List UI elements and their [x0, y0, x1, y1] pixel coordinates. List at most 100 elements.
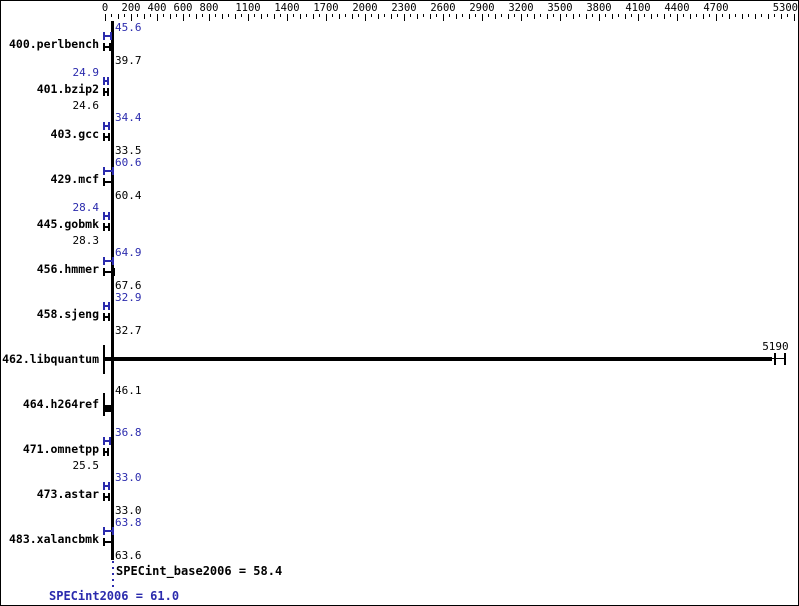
x-axis-tick: [241, 14, 242, 17]
x-axis-tick: [273, 14, 275, 19]
peak-bar-end-cap: [108, 302, 111, 310]
x-axis-tick: [306, 14, 307, 17]
base-bar-end-cap: [107, 223, 110, 231]
x-axis-tick: [156, 14, 158, 21]
x-axis-tick-label: 2900: [469, 2, 495, 14]
x-axis-tick: [390, 14, 392, 19]
peak-value-label: 60.6: [115, 156, 142, 169]
x-axis-tick: [260, 14, 262, 19]
x-axis-tick: [351, 14, 353, 19]
x-axis-tick: [546, 14, 548, 19]
x-axis-tick: [319, 14, 320, 17]
x-axis-tick: [793, 14, 795, 21]
x-axis-tick: [215, 14, 216, 17]
peak-bar-line: [104, 170, 113, 172]
x-axis-tick: [410, 14, 411, 17]
x-axis-tick: [442, 14, 444, 21]
base-metric-reference-line: [111, 21, 114, 560]
base-bar-start-cap: [103, 223, 105, 231]
base-bar-line: [104, 496, 110, 498]
peak-metric-reference-line: [112, 561, 114, 587]
x-axis-tick: [767, 14, 769, 19]
x-axis-tick: [566, 14, 567, 17]
x-axis-tick: [202, 14, 203, 17]
base-bar-line: [104, 46, 111, 48]
x-axis-tick-label: 3500: [547, 2, 573, 14]
x-axis-tick: [780, 14, 782, 19]
x-axis-tick: [169, 14, 171, 19]
x-axis-tick: [325, 14, 327, 21]
benchmark-label: 458.sjeng: [36, 307, 99, 321]
x-axis-tick-label: 600: [173, 2, 193, 14]
x-axis-tick: [663, 14, 665, 19]
benchmark-label: 464.h264ref: [22, 397, 99, 411]
x-axis-tick-label: 2600: [430, 2, 456, 14]
base-bar-line: [104, 316, 110, 318]
x-axis-tick: [189, 14, 190, 17]
x-axis-tick: [579, 14, 580, 17]
x-axis-tick: [124, 14, 125, 17]
peak-bar-end-cap: [109, 32, 112, 40]
base-bar-start-cap: [103, 538, 105, 546]
x-axis-tick: [429, 14, 431, 19]
x-axis-tick: [221, 14, 223, 19]
x-axis-tick: [540, 14, 541, 17]
x-axis-tick-label: 2000: [352, 2, 378, 14]
peak-bar-line: [104, 305, 110, 307]
x-axis-tick-label: 1700: [313, 2, 339, 14]
base-bar-range-line: [771, 358, 786, 359]
base-bar-start-cap: [103, 493, 105, 501]
x-axis-tick: [592, 14, 593, 17]
x-axis-tick: [312, 14, 314, 19]
x-axis-tick: [683, 14, 684, 17]
peak-value-label: 34.4: [115, 111, 142, 124]
x-axis-tick: [332, 14, 333, 17]
benchmark-label: 456.hmmer: [36, 262, 99, 276]
x-axis-tick: [176, 14, 177, 17]
base-value-label: 33.0: [115, 504, 142, 517]
base-bar-line: [104, 451, 109, 453]
x-axis-tick: [338, 14, 340, 19]
x-axis-tick-label: 0: [101, 2, 109, 14]
peak-value-label: 33.0: [115, 471, 142, 484]
peak-bar-start-cap: [103, 482, 105, 490]
x-axis-tick: [228, 14, 229, 17]
x-axis-tick: [208, 14, 210, 21]
x-axis-tick: [715, 14, 717, 21]
x-axis-tick: [267, 14, 268, 17]
x-axis-tick: [761, 14, 762, 17]
peak-bar-start-cap: [103, 32, 105, 40]
base-bar-end-cap: [112, 268, 115, 276]
x-axis-tick: [644, 14, 645, 17]
base-bar-run-cap: [773, 353, 776, 365]
x-axis-tick: [468, 14, 470, 19]
x-axis-tick: [553, 14, 554, 17]
peak-value-label: 28.4: [72, 201, 100, 214]
x-axis-tick: [494, 14, 496, 19]
base-bar-start-cap: [103, 313, 105, 321]
peak-bar-end-cap: [108, 437, 111, 445]
base-bar-end-cap: [107, 88, 110, 96]
base-bar-block: [104, 405, 112, 412]
x-axis-tick-label: 800: [199, 2, 219, 14]
base-bar-start-cap: [103, 43, 105, 51]
x-axis-tick: [696, 14, 697, 17]
peak-bar-end-cap: [112, 257, 115, 265]
x-axis-tick: [559, 14, 561, 21]
base-bar-line: [104, 91, 109, 93]
peak-bar-end-cap: [107, 77, 110, 85]
x-axis-tick: [286, 14, 288, 21]
x-axis-tick: [676, 14, 678, 21]
x-axis-tick: [527, 14, 528, 17]
base-bar-end-cap: [108, 493, 111, 501]
base-value-label: 25.5: [72, 459, 100, 472]
base-value-label: 24.6: [72, 99, 100, 112]
peak-bar-start-cap: [103, 302, 105, 310]
peak-value-label: 32.9: [115, 291, 142, 304]
peak-value-label: 63.8: [115, 516, 142, 529]
base-value-label: 46.1: [115, 384, 142, 397]
x-axis-tick: [650, 14, 652, 19]
base-bar-start-cap: [103, 268, 105, 276]
x-axis-tick: [702, 14, 704, 19]
base-bar-start-cap: [103, 133, 105, 141]
